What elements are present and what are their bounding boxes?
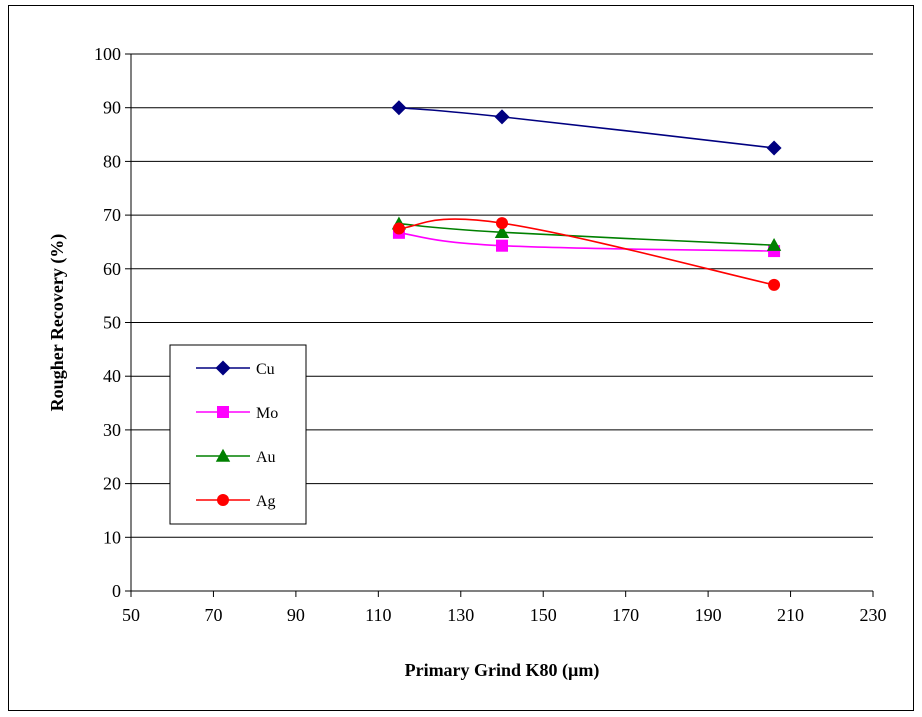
- x-tick-label: 230: [860, 605, 887, 625]
- y-tick-label: 0: [112, 581, 121, 601]
- data-point-au: [766, 237, 782, 251]
- legend-marker-cu: [215, 360, 231, 376]
- series-line-ag: [398, 218, 775, 286]
- y-tick-label: 30: [103, 420, 121, 440]
- y-tick-label: 60: [103, 259, 121, 279]
- x-tick-label: 130: [447, 605, 474, 625]
- x-tick-label: 210: [777, 605, 804, 625]
- x-tick-label: 150: [530, 605, 557, 625]
- data-point-mo: [768, 245, 781, 258]
- legend-label-ag: Ag: [256, 493, 276, 510]
- data-point-cu: [391, 100, 407, 116]
- x-tick-label: 90: [287, 605, 305, 625]
- legend-label-cu: Cu: [256, 361, 275, 378]
- y-tick-label: 100: [94, 44, 121, 64]
- y-tick-label: 80: [103, 151, 121, 171]
- series-line-cu: [398, 106, 775, 149]
- y-tick-label: 40: [103, 366, 121, 386]
- legend-marker-ag: [217, 494, 229, 506]
- y-tick-label: 20: [103, 474, 121, 494]
- legend: [169, 344, 307, 525]
- legend-label-mo: Mo: [256, 405, 278, 422]
- data-point-ag: [496, 217, 508, 230]
- data-point-cu: [766, 140, 782, 156]
- legend-marker-au: [215, 448, 231, 462]
- x-tick-label: 70: [204, 605, 222, 625]
- legend-label-au: Au: [256, 449, 276, 466]
- y-tick-label: 90: [103, 98, 121, 118]
- series-line-au: [398, 222, 775, 246]
- x-tick-label: 170: [612, 605, 639, 625]
- x-tick-label: 50: [122, 605, 140, 625]
- series-line-mo: [398, 232, 775, 252]
- x-axis-title: Primary Grind K80 (µm): [405, 660, 600, 681]
- x-tick-label: 190: [695, 605, 722, 625]
- y-axis-title: Rougher Recovery (%): [47, 234, 68, 412]
- data-point-ag: [768, 278, 781, 291]
- data-point-ag: [392, 222, 405, 235]
- data-point-cu: [494, 109, 510, 125]
- y-tick-label: 50: [103, 313, 121, 333]
- y-tick-label: 70: [103, 205, 121, 225]
- data-point-mo: [496, 239, 508, 252]
- data-point-au: [494, 225, 510, 239]
- x-tick-label: 110: [365, 605, 391, 625]
- chart-frame: [8, 5, 914, 711]
- y-tick-label: 10: [103, 527, 121, 547]
- legend-marker-mo: [217, 406, 229, 418]
